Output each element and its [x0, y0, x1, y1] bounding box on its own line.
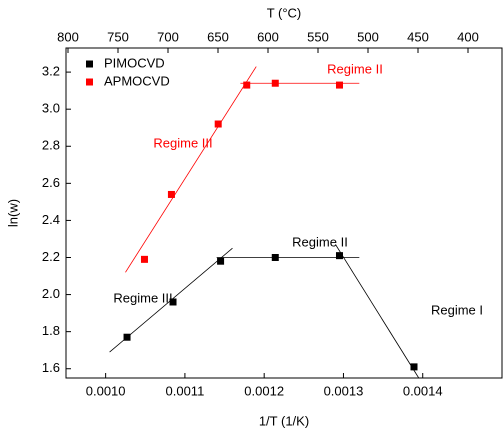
point — [410, 363, 418, 371]
point — [169, 298, 177, 306]
point — [271, 253, 279, 261]
point — [167, 190, 175, 198]
y-tick-label: 3.0 — [42, 101, 60, 116]
y-axis-label: ln(w) — [5, 199, 20, 227]
fit-line — [335, 244, 420, 379]
y-tick-label: 2.6 — [42, 175, 60, 190]
legend-label: APMOCVD — [104, 73, 170, 88]
plot-frame — [65, 47, 503, 379]
y-tick-label: 2.8 — [42, 138, 60, 153]
legend-label: PIMOCVD — [104, 55, 165, 70]
point — [243, 81, 251, 89]
x2-tick-label: 800 — [57, 29, 79, 44]
annotation: Regime I — [431, 302, 483, 317]
y-tick-label: 2.0 — [42, 286, 60, 301]
x2-tick-label: 500 — [357, 29, 379, 44]
x-tick-label: 0.0012 — [244, 383, 284, 398]
point — [217, 257, 225, 265]
annotation: Regime III — [153, 135, 212, 150]
y-tick-label: 3.2 — [42, 64, 60, 79]
legend-marker — [86, 78, 93, 86]
point — [123, 333, 131, 341]
x-tick-label: 0.0013 — [324, 383, 364, 398]
point — [335, 81, 343, 89]
x-tick-label: 0.0010 — [86, 383, 126, 398]
point — [335, 252, 343, 260]
x2-tick-label: 400 — [457, 29, 479, 44]
y-tick-label: 2.4 — [42, 212, 60, 227]
x2-tick-label: 450 — [407, 29, 429, 44]
x2-tick-label: 550 — [307, 29, 329, 44]
annotation: Regime II — [292, 234, 348, 249]
x2-tick-label: 750 — [107, 29, 129, 44]
point — [140, 255, 148, 263]
x-tick-label: 0.0011 — [166, 383, 205, 398]
x2-tick-label: 650 — [207, 29, 229, 44]
y-tick-label: 1.8 — [42, 323, 60, 338]
point — [214, 120, 222, 128]
x2-tick-label: 700 — [157, 29, 179, 44]
y-tick-label: 2.2 — [42, 249, 60, 264]
x2-axis-label: T (°C) — [267, 5, 302, 20]
x-axis-label: 1/T (1/K) — [259, 413, 309, 428]
x-tick-label: 0.0014 — [403, 383, 443, 398]
annotation: Regime III — [113, 290, 172, 305]
y-tick-label: 1.6 — [42, 360, 60, 375]
point — [271, 79, 279, 87]
annotation: Regime II — [327, 61, 383, 76]
fit-line — [125, 66, 257, 273]
x2-tick-label: 600 — [257, 29, 279, 44]
legend-marker — [86, 60, 93, 68]
